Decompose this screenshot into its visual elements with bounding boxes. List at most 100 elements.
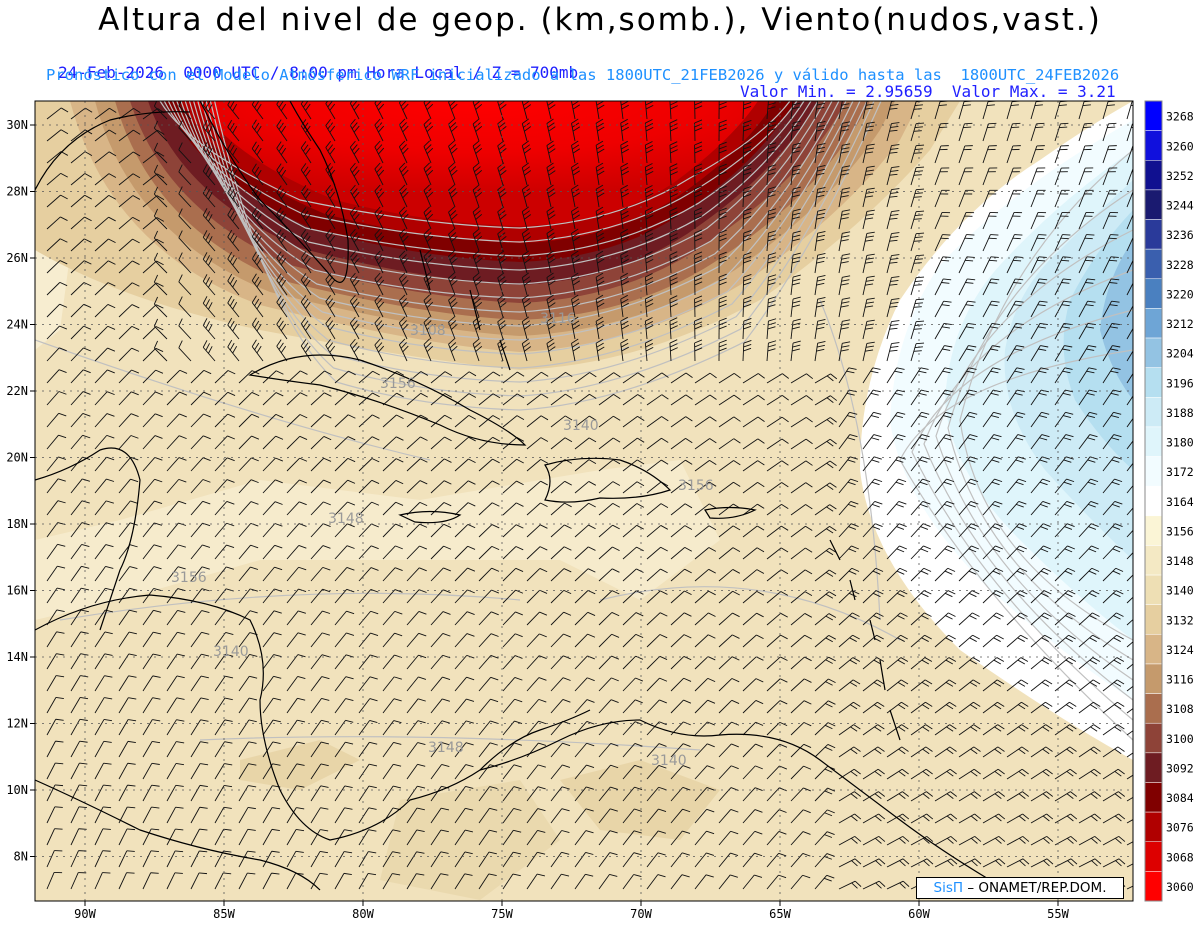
wind-barb — [982, 478, 1003, 494]
wind-barb — [718, 119, 727, 142]
wind-barb — [718, 525, 741, 538]
contour-line — [923, 269, 1133, 701]
wind-barb — [934, 189, 950, 208]
wind-barb — [334, 370, 356, 384]
wind-barb — [670, 546, 692, 560]
wind-barb — [814, 787, 836, 802]
wind-barb — [118, 609, 138, 626]
wind-barb — [814, 591, 837, 604]
wind-barb — [1126, 167, 1133, 186]
wind-barb — [358, 436, 380, 450]
wind-barb — [1078, 634, 1100, 648]
wind-barb — [430, 764, 450, 780]
wind-barb — [1126, 395, 1133, 406]
wind-barb — [214, 763, 233, 780]
wind-barb — [814, 208, 826, 230]
wind-barb — [1030, 300, 1048, 318]
wind-barb — [526, 437, 549, 450]
colorbar-label: 3124 — [1166, 643, 1194, 657]
wind-barb — [742, 296, 752, 318]
wind-barb — [178, 230, 192, 252]
wind-barb — [886, 434, 906, 450]
contour-line — [172, 101, 812, 271]
wind-barb — [838, 187, 851, 208]
wind-barb — [300, 229, 312, 252]
wind-barb — [982, 122, 997, 142]
colorbar-swatch — [1144, 604, 1163, 635]
wind-barb — [669, 207, 678, 230]
wind-barb — [598, 633, 620, 648]
wind-barb — [472, 294, 483, 318]
wind-barb — [1054, 500, 1075, 516]
wind-barb — [982, 768, 1005, 780]
wind-barb — [1030, 590, 1052, 604]
wind-barb — [550, 786, 570, 802]
wind-barb — [934, 256, 951, 274]
wind-barb — [526, 415, 549, 428]
wind-barb — [766, 656, 788, 670]
wind-barb — [1102, 167, 1118, 186]
wind-barb — [166, 784, 184, 802]
wind-barb — [838, 121, 851, 142]
wind-barb — [70, 347, 91, 362]
wind-barb — [1126, 641, 1133, 648]
wind-barb — [622, 437, 645, 450]
wind-barb — [982, 567, 1004, 582]
wind-barb — [718, 612, 740, 626]
lat-tick-label: 12N — [6, 717, 28, 731]
wind-barb — [190, 675, 209, 692]
wind-barb — [1006, 768, 1029, 780]
wind-barb — [262, 610, 282, 626]
wind-barb — [1102, 768, 1125, 780]
wind-barb — [574, 393, 597, 406]
colorbar-label: 3180 — [1166, 436, 1194, 450]
wind-barb — [934, 345, 953, 362]
coastlines — [35, 101, 991, 891]
wind-barb — [142, 173, 165, 186]
wind-barb — [814, 296, 826, 318]
wind-barb — [398, 140, 409, 164]
wind-barb — [1006, 612, 1028, 626]
contour-label: 3108 — [410, 323, 446, 339]
wind-barb — [349, 250, 360, 274]
wind-barb — [1078, 701, 1101, 714]
wind-barb — [766, 208, 777, 230]
wind-barb — [349, 272, 360, 296]
wind-barb — [1030, 768, 1053, 780]
wind-barb — [742, 142, 752, 164]
wind-barb — [310, 523, 331, 538]
wind-barb — [595, 162, 605, 186]
wind-barb — [1102, 791, 1126, 802]
wind-barb — [838, 612, 860, 626]
wind-barb — [620, 338, 629, 362]
wind-barb — [644, 229, 654, 252]
contour-line — [935, 229, 1133, 681]
wind-barb — [886, 768, 909, 780]
wind-barb — [571, 140, 581, 164]
wind-barb — [382, 458, 404, 472]
wind-barb — [334, 610, 355, 626]
wind-barb — [406, 785, 426, 802]
wind-barb — [497, 184, 507, 208]
wind-barb — [382, 698, 402, 714]
wind-barb — [694, 808, 715, 824]
wind-barb — [214, 872, 232, 890]
wind-barb — [190, 391, 212, 406]
wind-barb — [644, 207, 654, 230]
wind-barb — [574, 437, 597, 450]
lat-lon-grid — [35, 101, 1133, 901]
wind-barb — [886, 724, 909, 736]
colorbar-label: 3268 — [1166, 110, 1194, 124]
lon-tick-label: 70W — [630, 907, 652, 921]
wind-barb — [718, 416, 741, 428]
wind-barb — [349, 101, 360, 120]
lon-tick-label: 80W — [352, 907, 374, 921]
wind-barb — [454, 698, 475, 714]
contour-line — [188, 101, 840, 327]
wind-barb — [958, 278, 976, 296]
wind-barb — [814, 526, 837, 538]
wind-barb — [521, 272, 532, 296]
wind-barb — [70, 434, 91, 450]
wind-barb — [472, 206, 483, 230]
wind-barb — [546, 228, 556, 252]
